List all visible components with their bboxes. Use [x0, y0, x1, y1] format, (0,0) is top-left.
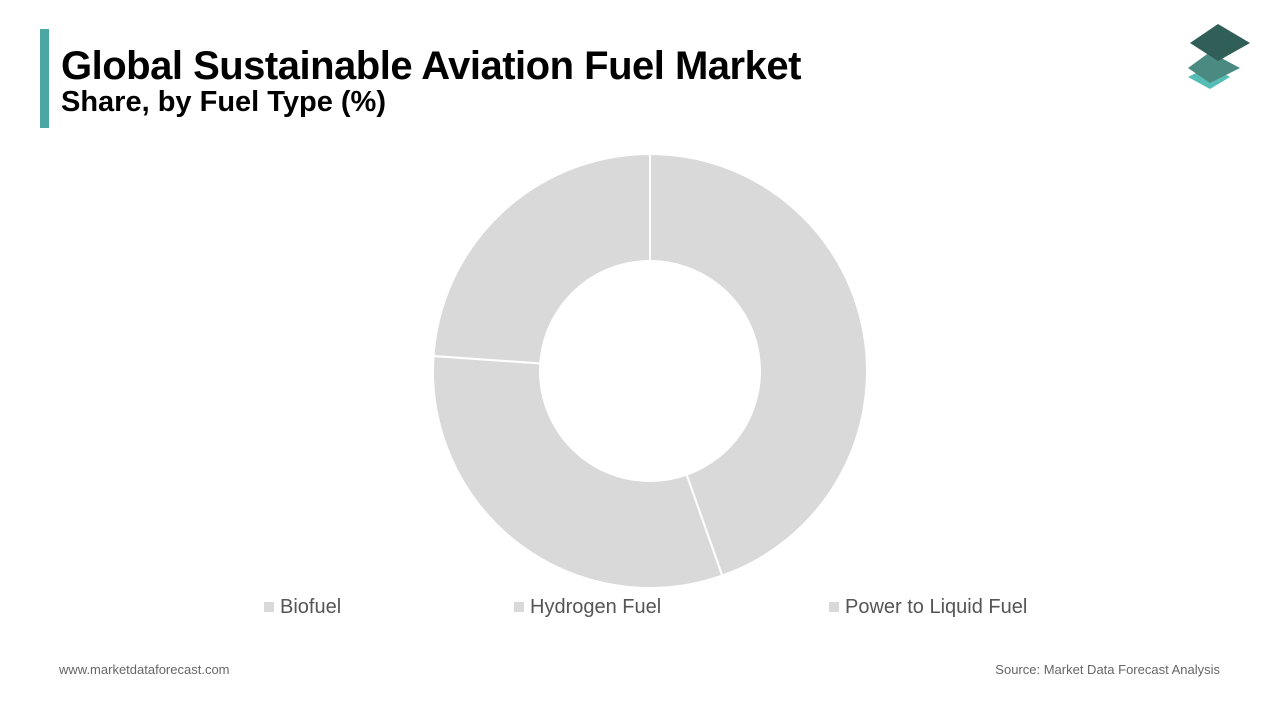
legend-label-biofuel: Biofuel	[280, 595, 342, 618]
chart-title: Global Sustainable Aviation Fuel Market	[61, 44, 801, 88]
donut-slice-biofuel	[649, 152, 868, 577]
logo-layer-middle	[1188, 52, 1240, 83]
footer-source: Source: Market Data Forecast Analysis	[995, 662, 1220, 677]
logo-layer-top	[1190, 24, 1250, 61]
legend-item-biofuel: Biofuel	[264, 594, 341, 620]
chart-subtitle: Share, by Fuel Type (%)	[61, 86, 386, 118]
title-accent-bar	[40, 29, 49, 128]
legend-swatch-power-to-liquid-fuel	[829, 602, 839, 612]
legend-label-power-to-liquid-fuel: Power to Liquid Fuel	[845, 595, 1028, 618]
footer-website: www.marketdataforecast.com	[59, 662, 230, 677]
stacked-layers-icon	[1188, 24, 1250, 89]
legend-item-power-to-liquid-fuel: Power to Liquid Fuel	[829, 594, 1027, 620]
donut-slice-hydrogen-fuel	[432, 354, 724, 589]
donut-slice-power-to-liquid-fuel	[432, 152, 651, 365]
legend-swatch-biofuel	[264, 602, 274, 612]
legend-swatch-hydrogen-fuel	[514, 602, 524, 612]
legend-label-hydrogen-fuel: Hydrogen Fuel	[530, 595, 662, 618]
legend-item-hydrogen-fuel: Hydrogen Fuel	[514, 594, 661, 620]
